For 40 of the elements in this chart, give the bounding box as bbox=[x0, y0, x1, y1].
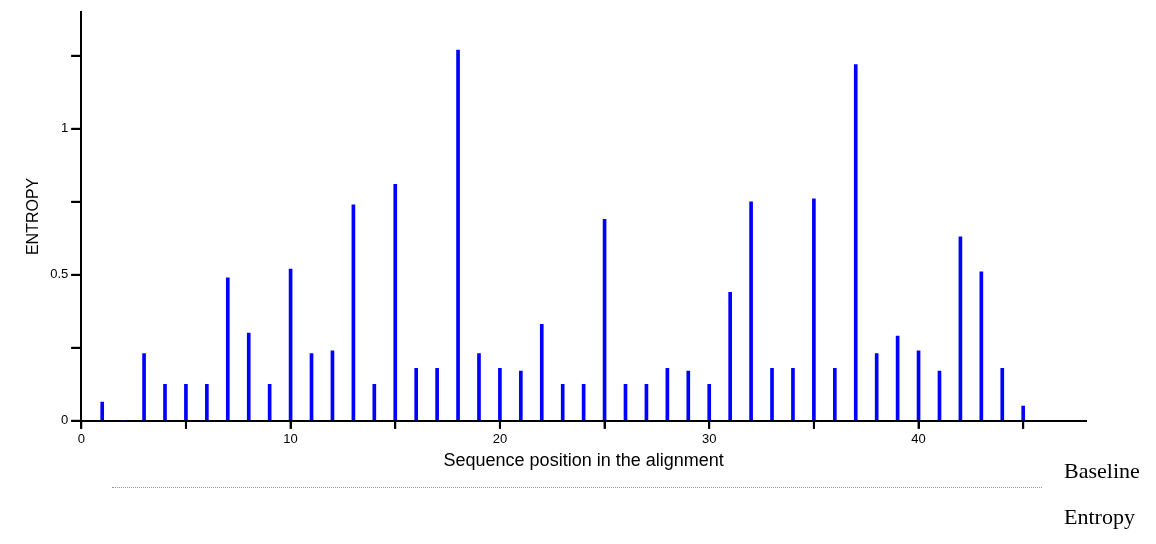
text: Baseline Entropy bbox=[1064, 458, 1140, 529]
bar bbox=[393, 183, 398, 421]
bar bbox=[539, 324, 544, 421]
y-axis-title: ENTROPY bbox=[24, 177, 42, 256]
bar bbox=[770, 367, 774, 421]
y-tick-label: 1 bbox=[61, 120, 69, 136]
bar bbox=[414, 367, 419, 421]
bar bbox=[707, 383, 712, 421]
bar bbox=[372, 383, 377, 421]
bar bbox=[435, 367, 439, 421]
bar bbox=[874, 353, 879, 421]
x-tick-label: 0 bbox=[77, 431, 85, 447]
bar bbox=[205, 383, 209, 421]
bar bbox=[1000, 367, 1005, 421]
bar bbox=[142, 353, 146, 421]
bar bbox=[225, 277, 230, 421]
bar bbox=[812, 198, 816, 421]
x-axis-title: Sequence position in the alignment bbox=[443, 450, 724, 471]
x-tick-label: 40 bbox=[911, 431, 926, 447]
bar bbox=[749, 201, 753, 421]
bar bbox=[686, 370, 691, 421]
bar bbox=[456, 49, 460, 421]
y-tick-label: 0.5 bbox=[50, 266, 69, 282]
bar bbox=[791, 367, 795, 421]
bar bbox=[560, 383, 565, 421]
bar bbox=[728, 291, 732, 421]
bar bbox=[163, 383, 167, 421]
bar bbox=[246, 332, 251, 421]
bar bbox=[519, 370, 523, 421]
x-tick-label: 10 bbox=[283, 431, 298, 447]
bar bbox=[1021, 405, 1026, 421]
bar bbox=[184, 383, 188, 421]
bar bbox=[832, 367, 837, 421]
bar bbox=[498, 367, 502, 421]
x-tick-label: 20 bbox=[492, 431, 508, 447]
x-tick-label: 30 bbox=[701, 431, 717, 447]
y-tick-label: 0 bbox=[61, 412, 69, 428]
bar bbox=[477, 353, 481, 421]
bar bbox=[853, 64, 858, 421]
bar bbox=[100, 401, 105, 421]
